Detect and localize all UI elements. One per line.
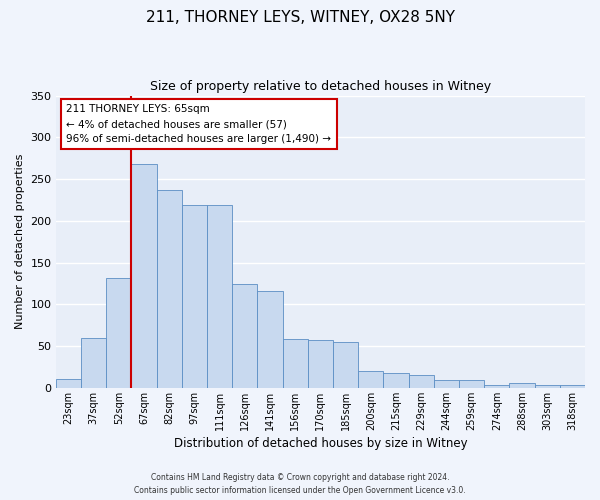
Text: Contains HM Land Registry data © Crown copyright and database right 2024.
Contai: Contains HM Land Registry data © Crown c… — [134, 474, 466, 495]
Bar — [509, 383, 535, 388]
Bar — [232, 284, 257, 388]
Bar — [434, 380, 459, 388]
Text: 211, THORNEY LEYS, WITNEY, OX28 5NY: 211, THORNEY LEYS, WITNEY, OX28 5NY — [146, 10, 455, 25]
Bar — [409, 376, 434, 388]
Y-axis label: Number of detached properties: Number of detached properties — [15, 154, 25, 330]
Bar — [333, 342, 358, 388]
Bar — [257, 291, 283, 388]
Bar — [283, 338, 308, 388]
Bar — [459, 380, 484, 388]
Bar — [308, 340, 333, 388]
Text: 211 THORNEY LEYS: 65sqm
← 4% of detached houses are smaller (57)
96% of semi-det: 211 THORNEY LEYS: 65sqm ← 4% of detached… — [67, 104, 331, 144]
Bar — [358, 371, 383, 388]
Bar — [383, 373, 409, 388]
Bar — [157, 190, 182, 388]
Bar — [81, 338, 106, 388]
Bar — [560, 386, 585, 388]
Bar — [131, 164, 157, 388]
Bar — [106, 278, 131, 388]
Bar — [56, 378, 81, 388]
Bar — [535, 386, 560, 388]
Title: Size of property relative to detached houses in Witney: Size of property relative to detached ho… — [150, 80, 491, 93]
Bar — [207, 205, 232, 388]
X-axis label: Distribution of detached houses by size in Witney: Distribution of detached houses by size … — [173, 437, 467, 450]
Bar — [182, 205, 207, 388]
Bar — [484, 384, 509, 388]
